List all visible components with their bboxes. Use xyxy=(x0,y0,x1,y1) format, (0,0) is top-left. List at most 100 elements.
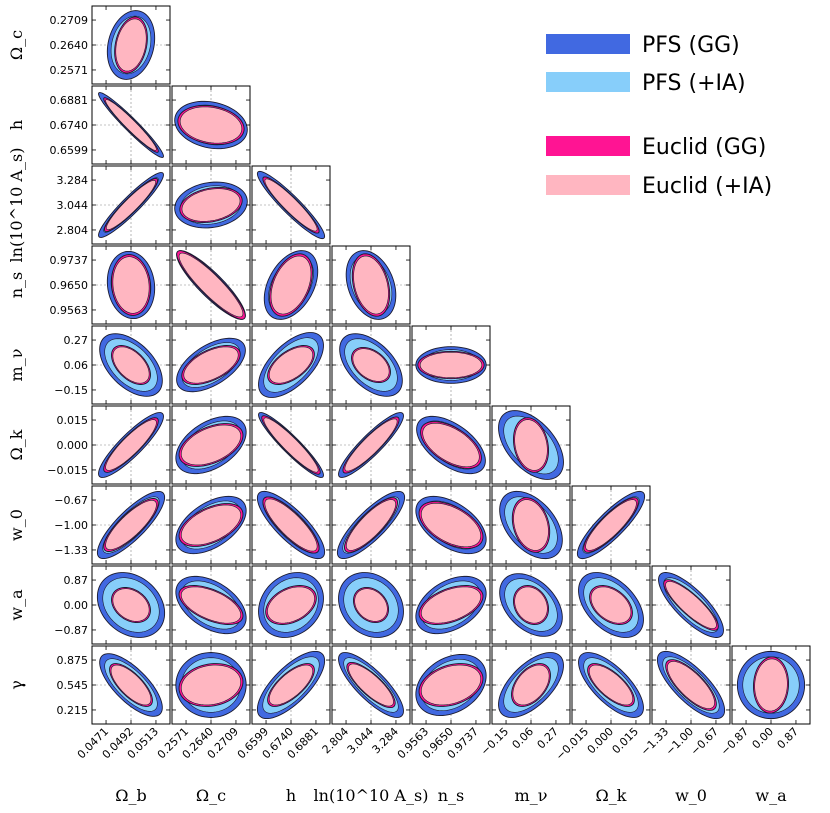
contour-euclid-ia xyxy=(588,664,634,706)
contour-euclid-ia xyxy=(353,255,389,315)
contour-euclid-ia xyxy=(422,422,480,468)
panel-mnu-vs-Ob xyxy=(91,325,171,405)
contour-euclid-ia xyxy=(180,504,242,546)
legend-label: Euclid (GG) xyxy=(642,135,766,160)
x-axis-label-lnAs: ln(10^10 A_s) xyxy=(314,786,429,805)
panel-wa-vs-Oc xyxy=(171,565,251,645)
panel-Ok-vs-Oc xyxy=(171,405,251,485)
panel-mnu-vs-h xyxy=(251,325,331,405)
panel-w0-vs-Ob xyxy=(91,485,171,565)
y-tick-label: −1.33 xyxy=(54,544,88,557)
y-tick-label: 0.9563 xyxy=(50,304,89,317)
contour-euclid-ia xyxy=(667,661,715,709)
y-axis-label-Ok: Ω_k xyxy=(7,429,26,460)
y-tick-label: 0.87 xyxy=(64,574,89,587)
panel-ns-vs-Oc xyxy=(171,245,251,325)
legend-swatch xyxy=(546,34,630,54)
y-tick-label: 0.6740 xyxy=(50,119,89,132)
contour-euclid-ia xyxy=(264,178,318,232)
x-tick-label: 3.044 xyxy=(345,725,376,756)
panel-wa-vs-w0 xyxy=(651,565,731,645)
y-tick-label: 0.9737 xyxy=(50,254,89,267)
legend-label: PFS (GG) xyxy=(642,33,740,58)
contour-euclid-ia xyxy=(180,424,242,466)
panel-wa-vs-mnu xyxy=(491,565,571,645)
x-tick-label: −0.67 xyxy=(688,725,721,758)
y-axis-label-wa: w_a xyxy=(7,589,26,621)
contour-euclid-ia xyxy=(590,586,632,624)
contour-euclid-ia xyxy=(352,348,390,382)
x-axis-label-Oc: Ω_c xyxy=(196,786,226,805)
contour-euclid-ia xyxy=(105,419,157,471)
panel-Ok-vs-h xyxy=(251,405,331,485)
y-tick-label: −0.87 xyxy=(54,624,88,637)
x-tick-label: 0.000 xyxy=(585,725,616,756)
panel-w0-vs-Ok xyxy=(571,485,651,565)
panel-h-vs-Ob xyxy=(91,85,171,165)
y-tick-label: 0.6599 xyxy=(50,144,89,157)
panel-w0-vs-lnAs xyxy=(331,485,411,565)
contour-euclid-ia xyxy=(268,346,314,384)
contour-euclid-ia xyxy=(665,581,717,629)
panel-gamma-vs-Ob xyxy=(91,645,171,725)
contour-euclid-ia xyxy=(112,588,150,622)
panel-w0-vs-h xyxy=(251,485,331,565)
panel-Ok-vs-lnAs xyxy=(331,405,411,485)
x-axis-label-Ok: Ω_k xyxy=(596,786,627,805)
legend-swatch xyxy=(546,72,630,92)
panel-gamma-vs-Oc xyxy=(171,645,251,725)
panel-w0-vs-mnu xyxy=(491,485,571,565)
contour-euclid-ia xyxy=(110,664,152,706)
panel-gamma-vs-lnAs xyxy=(331,645,411,725)
x-axis-label-w0: w_0 xyxy=(675,786,707,805)
contour-euclid-ia xyxy=(115,18,147,72)
contour-euclid-ia xyxy=(513,499,549,551)
legend: PFS (GG) PFS (+IA) Euclid (GG) Euclid (+IA) xyxy=(546,33,772,199)
y-tick-label: −0.015 xyxy=(47,464,88,477)
legend-label: PFS (+IA) xyxy=(642,71,746,96)
contour-euclid-ia xyxy=(105,500,157,550)
panel-lnAs-vs-Oc xyxy=(171,165,251,245)
y-tick-label: 0.27 xyxy=(64,334,89,347)
contour-euclid-ia xyxy=(181,188,241,222)
panel-w0-vs-Oc xyxy=(171,485,251,565)
x-axis-label-Ob: Ω_b xyxy=(115,786,147,805)
x-tick-label: 0.00 xyxy=(750,725,777,752)
y-tick-label: 0.2709 xyxy=(50,14,89,27)
x-tick-label: −0.015 xyxy=(553,725,591,763)
y-tick-label: 0.6881 xyxy=(50,94,89,107)
y-tick-label: 0.000 xyxy=(57,439,89,452)
y-axis-label-h: h xyxy=(7,120,26,130)
y-axis-label-w0: w_0 xyxy=(7,509,26,541)
contour-euclid-ia xyxy=(268,664,314,706)
x-axis-label-wa: w_a xyxy=(755,786,787,805)
contour-euclid-ia xyxy=(754,658,788,712)
y-tick-label: 3.284 xyxy=(57,174,89,187)
y-axis-label-Oc: Ω_c xyxy=(7,30,26,60)
panel-wa-vs-Ok xyxy=(571,565,651,645)
x-axis-label-ns: n_s xyxy=(438,786,465,805)
panel-gamma-vs-Ok xyxy=(571,645,651,725)
panels-layer: 0.2571 0.2640 0.2709 Ω_c 0.6599 0.6740 0.6881 h… xyxy=(7,5,811,805)
panel-mnu-vs-lnAs xyxy=(331,325,411,405)
panel-lnAs-vs-h xyxy=(251,165,331,245)
y-tick-label: 0.9650 xyxy=(50,279,89,292)
contour-euclid-ia xyxy=(263,417,319,473)
y-tick-label: 0.015 xyxy=(57,414,89,427)
panel-w0-vs-ns xyxy=(411,485,491,565)
contour-euclid-ia xyxy=(419,352,483,378)
panel-mnu-vs-ns xyxy=(411,325,491,405)
y-tick-label: 0.215 xyxy=(57,704,89,717)
panel-h-vs-Oc xyxy=(171,85,251,165)
panel-gamma-vs-w0 xyxy=(651,645,731,725)
contour-euclid-ia xyxy=(585,499,637,551)
panel-Ok-vs-Ob xyxy=(91,405,171,485)
panel-lnAs-vs-Ob xyxy=(91,165,171,245)
y-tick-label: 0.545 xyxy=(57,679,89,692)
panel-wa-vs-h xyxy=(251,565,331,645)
contour-euclid-ia xyxy=(346,499,396,551)
contour-euclid-ia xyxy=(512,664,550,706)
x-axis-label-h: h xyxy=(286,786,296,805)
y-tick-label: 0.2640 xyxy=(50,39,89,52)
contour-euclid-ia xyxy=(105,99,157,151)
